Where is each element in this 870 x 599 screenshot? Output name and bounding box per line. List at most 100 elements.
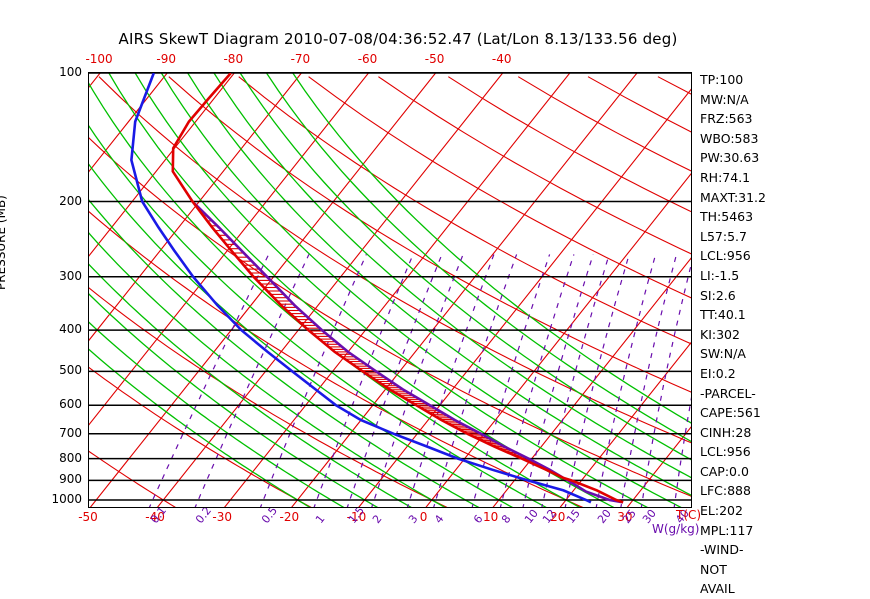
mixing-ratio-tick: 20	[594, 506, 614, 527]
bottom-temp-tick: -40	[145, 510, 165, 524]
mixing-ratio-line	[194, 254, 310, 507]
saturated-adiabat-line	[89, 82, 581, 507]
saturated-adiabat-line	[89, 199, 480, 507]
pressure-tick: 500	[59, 363, 82, 378]
mixing-axis-unit-label: W(g/kg)	[652, 522, 700, 536]
param-tt: TT:40.1	[700, 307, 746, 323]
mixing-ratio-line	[148, 254, 270, 507]
bottom-temp-tick: 20	[550, 510, 566, 524]
param-mw: MW:N/A	[700, 91, 749, 107]
pressure-tick: 700	[59, 425, 82, 440]
isotherm-line	[89, 73, 369, 426]
mixing-ratio-tick: 3	[405, 512, 421, 527]
saturated-adiabat-line	[213, 73, 691, 479]
dewpoint-curve	[130, 73, 592, 504]
param-rh: RH:74.1	[700, 169, 751, 185]
pressure-tick: 300	[59, 268, 82, 283]
dry-adiabat-line	[89, 450, 176, 507]
mixing-ratio-line	[620, 254, 678, 507]
top-temp-tick: -80	[223, 52, 244, 66]
bottom-temp-tick: 0	[419, 510, 428, 524]
dry-adiabat-line	[587, 76, 691, 133]
top-temp-tick: -50	[424, 52, 445, 66]
param-l57: L57:5.7	[700, 228, 747, 244]
top-temp-tick: -60	[357, 52, 378, 66]
bottom-temp-tick: 10	[483, 510, 499, 524]
isotherm-line	[89, 73, 101, 88]
parcel-curve	[193, 202, 624, 504]
param-sw: SW:N/A	[700, 346, 746, 362]
isotherm-line	[358, 88, 691, 507]
param-ei: EI:0.2	[700, 365, 736, 381]
top-temp-tick: -90	[156, 52, 176, 66]
isotherm-line	[291, 73, 638, 507]
param-li: LI:-1.5	[700, 267, 740, 283]
mixing-ratio-line	[313, 254, 414, 507]
param-tp: TP:100	[700, 72, 744, 87]
mixing-ratio-tick: 10	[521, 506, 541, 527]
dry-adiabat-line	[308, 76, 691, 299]
pressure-tick: 600	[59, 397, 82, 412]
parcel-param-mpl: MPL:117	[700, 522, 754, 538]
pressure-tick: 1000	[51, 491, 82, 506]
skewt-diagram-root: AIRS SkewT Diagram 2010-07-08/04:36:52.4…	[0, 30, 766, 596]
param-wbo: WBO:583	[700, 130, 759, 146]
param-frz: FRZ:563	[700, 111, 753, 127]
param-si: SI:2.6	[700, 287, 736, 303]
top-temp-tick: -100	[85, 52, 113, 66]
pressure-tick: 900	[59, 472, 82, 487]
ambient-curve	[171, 73, 624, 504]
pressure-tick: 400	[59, 322, 82, 337]
mixing-ratio-line	[564, 254, 630, 507]
mixing-ratio-line	[346, 254, 443, 507]
isotherm-line	[89, 73, 168, 173]
mixing-ratio-tick: 8	[499, 512, 514, 527]
saturated-adiabat-line	[89, 125, 547, 507]
mixing-ratio-tick: 1	[312, 512, 328, 527]
mixing-ratio-tick: 2	[370, 512, 385, 527]
bottom-temp-tick: -50	[78, 510, 98, 524]
param-pw: PW:30.63	[700, 150, 760, 166]
skewt-canvas	[89, 73, 691, 507]
parcel-param-lfc: LFC:888	[700, 483, 751, 499]
parcel-param-el: EL:202	[700, 503, 743, 519]
dry-adiabat-line	[89, 366, 312, 507]
saturated-adiabat-line	[239, 73, 691, 461]
saturated-adiabat-line	[89, 232, 446, 507]
saturated-adiabat-line	[265, 73, 691, 443]
mixing-ratio-line	[371, 254, 464, 507]
parameter-panel: TP:100 MW:N/A FRZ:563 WBO:583 PW:30.63 RH:74.…	[700, 70, 865, 599]
mixing-ratio-tick: 15	[563, 506, 583, 527]
mixing-ratio-line	[673, 396, 691, 507]
pressure-tick: 800	[59, 450, 82, 465]
skewt-plot-area	[88, 72, 692, 508]
param-th: TH:5463	[700, 209, 754, 225]
cape-hatch-region	[195, 204, 562, 478]
saturated-adiabat-line	[160, 73, 682, 507]
bottom-temp-tick: 30	[617, 510, 633, 524]
mixing-ratio-line	[259, 254, 367, 507]
param-ki: KI:302	[700, 326, 740, 342]
saturated-adiabat-line	[89, 263, 412, 507]
mixing-ratio-tick: 4	[432, 512, 447, 527]
page-title: AIRS SkewT Diagram 2010-07-08/04:36:52.4…	[118, 30, 678, 48]
param-maxt: MAXT:31.2	[700, 189, 766, 205]
parcel-section-header: -PARCEL-	[700, 385, 756, 401]
bottom-temp-tick: -10	[346, 510, 367, 524]
mixing-ratio-line	[595, 254, 657, 507]
isotherm-line	[156, 73, 504, 507]
mixing-ratio-line	[522, 254, 594, 507]
top-temp-tick: -40	[491, 52, 512, 66]
saturated-adiabat-line	[89, 321, 345, 507]
mixing-ratio-line	[471, 254, 551, 507]
pressure-tick: 100	[59, 65, 82, 79]
isotherm-line	[492, 257, 691, 507]
bottom-temp-tick: -20	[279, 510, 300, 524]
saturated-adiabat-line	[292, 73, 691, 424]
dry-adiabat-line	[238, 76, 691, 345]
param-lcl: LCL:956	[700, 248, 751, 264]
wind-section-header: -WIND-	[700, 542, 744, 558]
mixing-ratio-line	[406, 254, 495, 507]
pressure-tick: 200	[59, 193, 82, 208]
mixing-ratio-line	[640, 263, 691, 507]
